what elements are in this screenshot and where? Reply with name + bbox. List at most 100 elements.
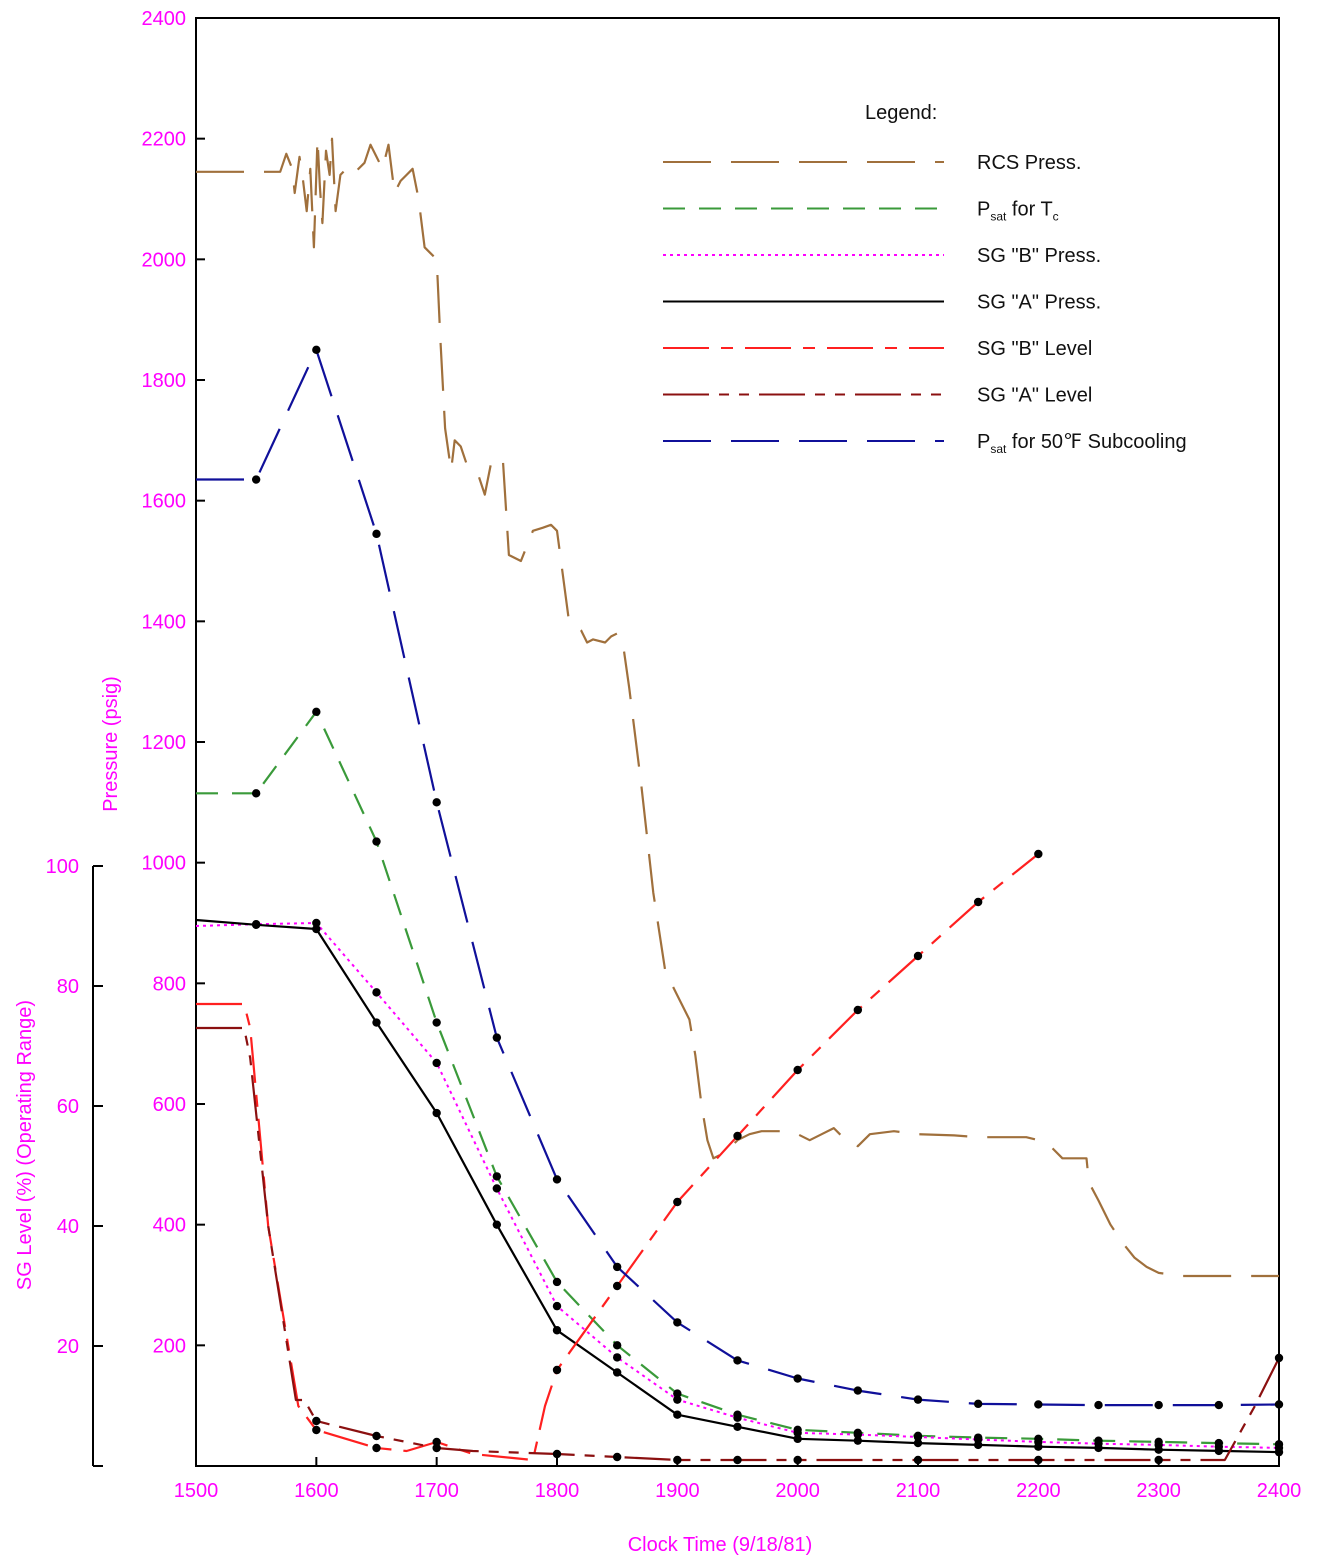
data-point	[432, 1058, 441, 1068]
series-line	[196, 348, 1280, 1407]
pressure-tick-label: 2000	[142, 249, 187, 271]
data-point	[913, 1438, 923, 1448]
x-tick-label: 1500	[174, 1480, 219, 1502]
data-point	[1154, 1400, 1163, 1410]
pressure-tick-label: 1400	[142, 611, 187, 633]
axes-layer: 1500 1600 1700 1800 1900 2000 2100 2200 2300 2400…	[46, 8, 1302, 1502]
x-tick-label: 1600	[294, 1480, 339, 1502]
data-point	[913, 1395, 923, 1404]
data-point	[973, 1440, 983, 1450]
data-point	[733, 1131, 742, 1141]
data-point	[793, 1434, 802, 1444]
legend-label: Psat for 50℉ Subcooling	[977, 431, 1187, 456]
legend-label: SG "B" Level	[977, 338, 1092, 360]
data-point	[312, 707, 321, 717]
data-point	[612, 1341, 622, 1350]
series-2	[195, 918, 1284, 1453]
level-tick-label: 100	[46, 856, 79, 878]
x-axis-title: Clock Time (9/18/81)	[628, 1534, 813, 1556]
data-point	[372, 1018, 381, 1027]
legend-label: Psat for Tc	[977, 199, 1059, 224]
data-point	[733, 1356, 742, 1365]
legend: Legend: RCS Press. Psat for Tc SG "B" Pres…	[663, 102, 1187, 456]
data-point	[1154, 1445, 1163, 1454]
data-point	[372, 837, 381, 846]
data-point	[552, 1175, 562, 1184]
pressure-axis-title: Pressure (psig)	[100, 676, 122, 812]
data-point	[853, 1386, 863, 1395]
data-point	[913, 951, 923, 961]
data-point	[492, 1184, 502, 1193]
data-point	[612, 1452, 622, 1462]
legend-label: SG "A" Press.	[977, 292, 1101, 314]
data-point	[492, 1172, 502, 1181]
plot-border	[195, 17, 1280, 1467]
data-point	[1034, 1400, 1043, 1409]
legend-label: SG "A" Level	[977, 385, 1092, 407]
data-point	[312, 1425, 321, 1435]
data-point	[372, 529, 381, 539]
data-point	[251, 475, 261, 484]
data-point	[372, 1443, 381, 1453]
pressure-tick-label: 200	[153, 1335, 186, 1357]
data-point	[853, 1430, 863, 1439]
series-layer	[195, 137, 1284, 1465]
legend-label: RCS Press.	[977, 152, 1081, 174]
legend-title: Legend:	[865, 102, 937, 124]
x-tick-label: 2000	[775, 1480, 820, 1502]
data-point	[973, 897, 983, 907]
data-point	[1214, 1446, 1224, 1456]
data-point	[1094, 1443, 1103, 1453]
data-point	[312, 345, 321, 355]
data-point	[552, 1326, 562, 1335]
data-point	[552, 1301, 562, 1311]
data-point	[372, 1431, 381, 1441]
plot-frame	[195, 17, 1280, 1467]
data-point	[1034, 1442, 1043, 1451]
x-tick-label: 1900	[655, 1480, 700, 1502]
data-point	[552, 1449, 562, 1459]
data-point	[612, 1353, 622, 1362]
series-6	[196, 345, 1284, 1410]
data-point	[492, 1033, 502, 1042]
data-point	[733, 1413, 742, 1422]
pressure-tick-label: 2200	[142, 129, 187, 151]
data-point	[673, 1410, 682, 1419]
level-tick-label: 60	[57, 1096, 79, 1118]
data-point	[1274, 1353, 1284, 1363]
data-point	[432, 1443, 441, 1453]
data-point	[372, 988, 381, 997]
series-5	[196, 1026, 1284, 1465]
data-point	[552, 1365, 562, 1375]
data-point	[312, 1416, 321, 1426]
series-3	[195, 918, 1284, 1457]
data-point	[612, 1262, 622, 1272]
data-point	[1034, 849, 1043, 859]
data-point	[793, 1374, 802, 1383]
legend-label: SG "B" Press.	[977, 245, 1101, 267]
data-point	[432, 798, 441, 807]
data-point	[1274, 1447, 1284, 1457]
data-point	[853, 1005, 863, 1015]
pressure-tick-label: 600	[153, 1094, 186, 1116]
pressure-tick-label: 1800	[142, 370, 187, 392]
data-point	[612, 1281, 622, 1291]
data-point	[432, 1018, 441, 1027]
data-point	[1094, 1400, 1103, 1410]
series-line	[196, 137, 1279, 1278]
data-point	[673, 1318, 682, 1327]
data-point	[793, 1065, 802, 1075]
pressure-tick-label: 1000	[142, 853, 187, 875]
x-tick-label: 2300	[1136, 1480, 1181, 1502]
pressure-tick-label: 1600	[142, 491, 187, 513]
data-point	[552, 1277, 562, 1287]
data-point	[251, 789, 261, 798]
data-point	[673, 1197, 682, 1207]
x-tick-label: 1700	[414, 1480, 459, 1502]
series-line	[195, 922, 1280, 1449]
level-tick-label: 20	[57, 1336, 79, 1358]
pressure-tick-label: 1200	[142, 732, 187, 754]
x-tick-label: 2100	[896, 1480, 941, 1502]
series-1	[196, 707, 1284, 1449]
